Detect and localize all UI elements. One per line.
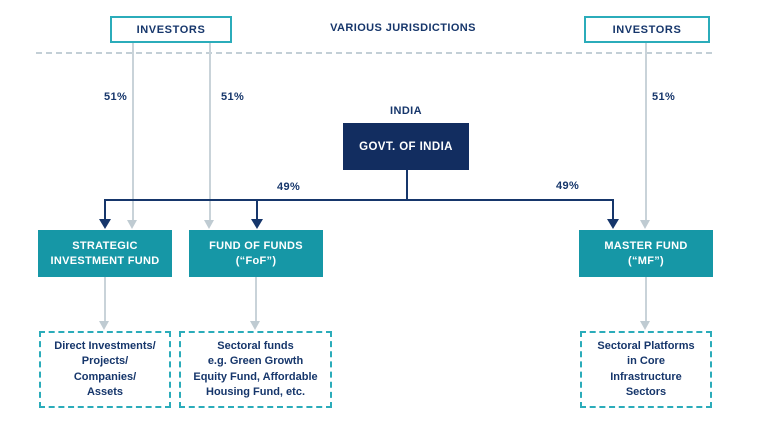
- sectoral-funds-line2: e.g. Green Growth: [207, 355, 304, 367]
- connector-govt-branch-bar: [104, 199, 614, 201]
- connector-investors-fof: [209, 43, 211, 221]
- fof-label-line2: (“FoF”): [235, 254, 277, 267]
- govt-of-india-box: GOVT. OF INDIA: [343, 123, 469, 170]
- pct-51-right: 51%: [652, 91, 676, 103]
- sectoral-funds-line3: Equity Fund, Affordable: [193, 370, 318, 383]
- arrowhead-investors-fof: [204, 220, 214, 229]
- arrowhead-govt-fof: [251, 219, 263, 229]
- sectoral-platforms-line1: Sectoral Platforms: [597, 339, 695, 352]
- pct-51-mid: 51%: [221, 91, 245, 103]
- sectoral-platforms-line3: Infrastructure: [610, 370, 682, 383]
- direct-investments-box: Direct Investments/ Projects/ Companies/…: [39, 331, 171, 408]
- sectoral-funds-line1: Sectoral funds: [217, 339, 294, 352]
- direct-investments-line3: Companies/: [73, 370, 137, 383]
- investors-box-right: INVESTORS: [584, 16, 710, 43]
- arrowhead-fof-sectoral-funds: [250, 321, 260, 330]
- connector-govt-sif: [104, 199, 106, 221]
- connector-mf-sectoral-platforms: [645, 277, 647, 322]
- govt-of-india-label: GOVT. OF INDIA: [359, 140, 453, 153]
- pct-49-left: 49%: [277, 181, 301, 193]
- strategic-investment-fund-box: STRATEGIC INVESTMENT FUND: [38, 230, 172, 277]
- connector-govt-fof: [256, 199, 258, 221]
- sectoral-funds-line4: Housing Fund, etc.: [206, 386, 305, 398]
- investors-box-left: INVESTORS: [110, 16, 232, 43]
- sif-label-line1: STRATEGIC: [72, 239, 138, 252]
- direct-investments-line1: Direct Investments/: [54, 339, 156, 352]
- sif-label-line2: INVESTMENT FUND: [50, 254, 160, 267]
- pct-49-right: 49%: [556, 180, 580, 192]
- fof-label-line1: FUND OF FUNDS: [209, 239, 303, 252]
- direct-investments-line4: Assets: [86, 386, 124, 398]
- jurisdiction-divider-dashed-line: [36, 52, 712, 54]
- arrowhead-mf-sectoral-platforms: [640, 321, 650, 330]
- connector-govt-mf: [612, 199, 614, 221]
- investors-right-label: INVESTORS: [612, 23, 682, 36]
- direct-investments-line2: Projects/: [81, 355, 129, 367]
- sectoral-platforms-box: Sectoral Platforms in Core Infrastructur…: [580, 331, 712, 408]
- arrowhead-sif-direct: [99, 321, 109, 330]
- connector-govt-stem: [406, 170, 408, 200]
- pct-51-left: 51%: [104, 91, 128, 103]
- connector-fof-sectoral-funds: [255, 277, 257, 322]
- various-jurisdictions-label: VARIOUS JURISDICTIONS: [330, 22, 476, 34]
- master-fund-box: MASTER FUND (“MF”): [579, 230, 713, 277]
- investors-left-label: INVESTORS: [136, 23, 206, 36]
- sectoral-platforms-line4: Sectors: [625, 386, 667, 398]
- mf-label-line2: (“MF”): [627, 254, 664, 267]
- sectoral-funds-box: Sectoral funds e.g. Green Growth Equity …: [179, 331, 332, 408]
- sectoral-platforms-line2: in Core: [627, 355, 665, 367]
- india-label: INDIA: [390, 105, 422, 117]
- mf-label-line1: MASTER FUND: [604, 239, 688, 252]
- connector-investors-mf: [645, 43, 647, 221]
- connector-sif-direct: [104, 277, 106, 322]
- arrowhead-investors-sif: [127, 220, 137, 229]
- arrowhead-investors-mf: [640, 220, 650, 229]
- connector-investors-sif: [132, 43, 134, 221]
- arrowhead-govt-mf: [607, 219, 619, 229]
- fund-of-funds-box: FUND OF FUNDS (“FoF”): [189, 230, 323, 277]
- arrowhead-govt-sif: [99, 219, 111, 229]
